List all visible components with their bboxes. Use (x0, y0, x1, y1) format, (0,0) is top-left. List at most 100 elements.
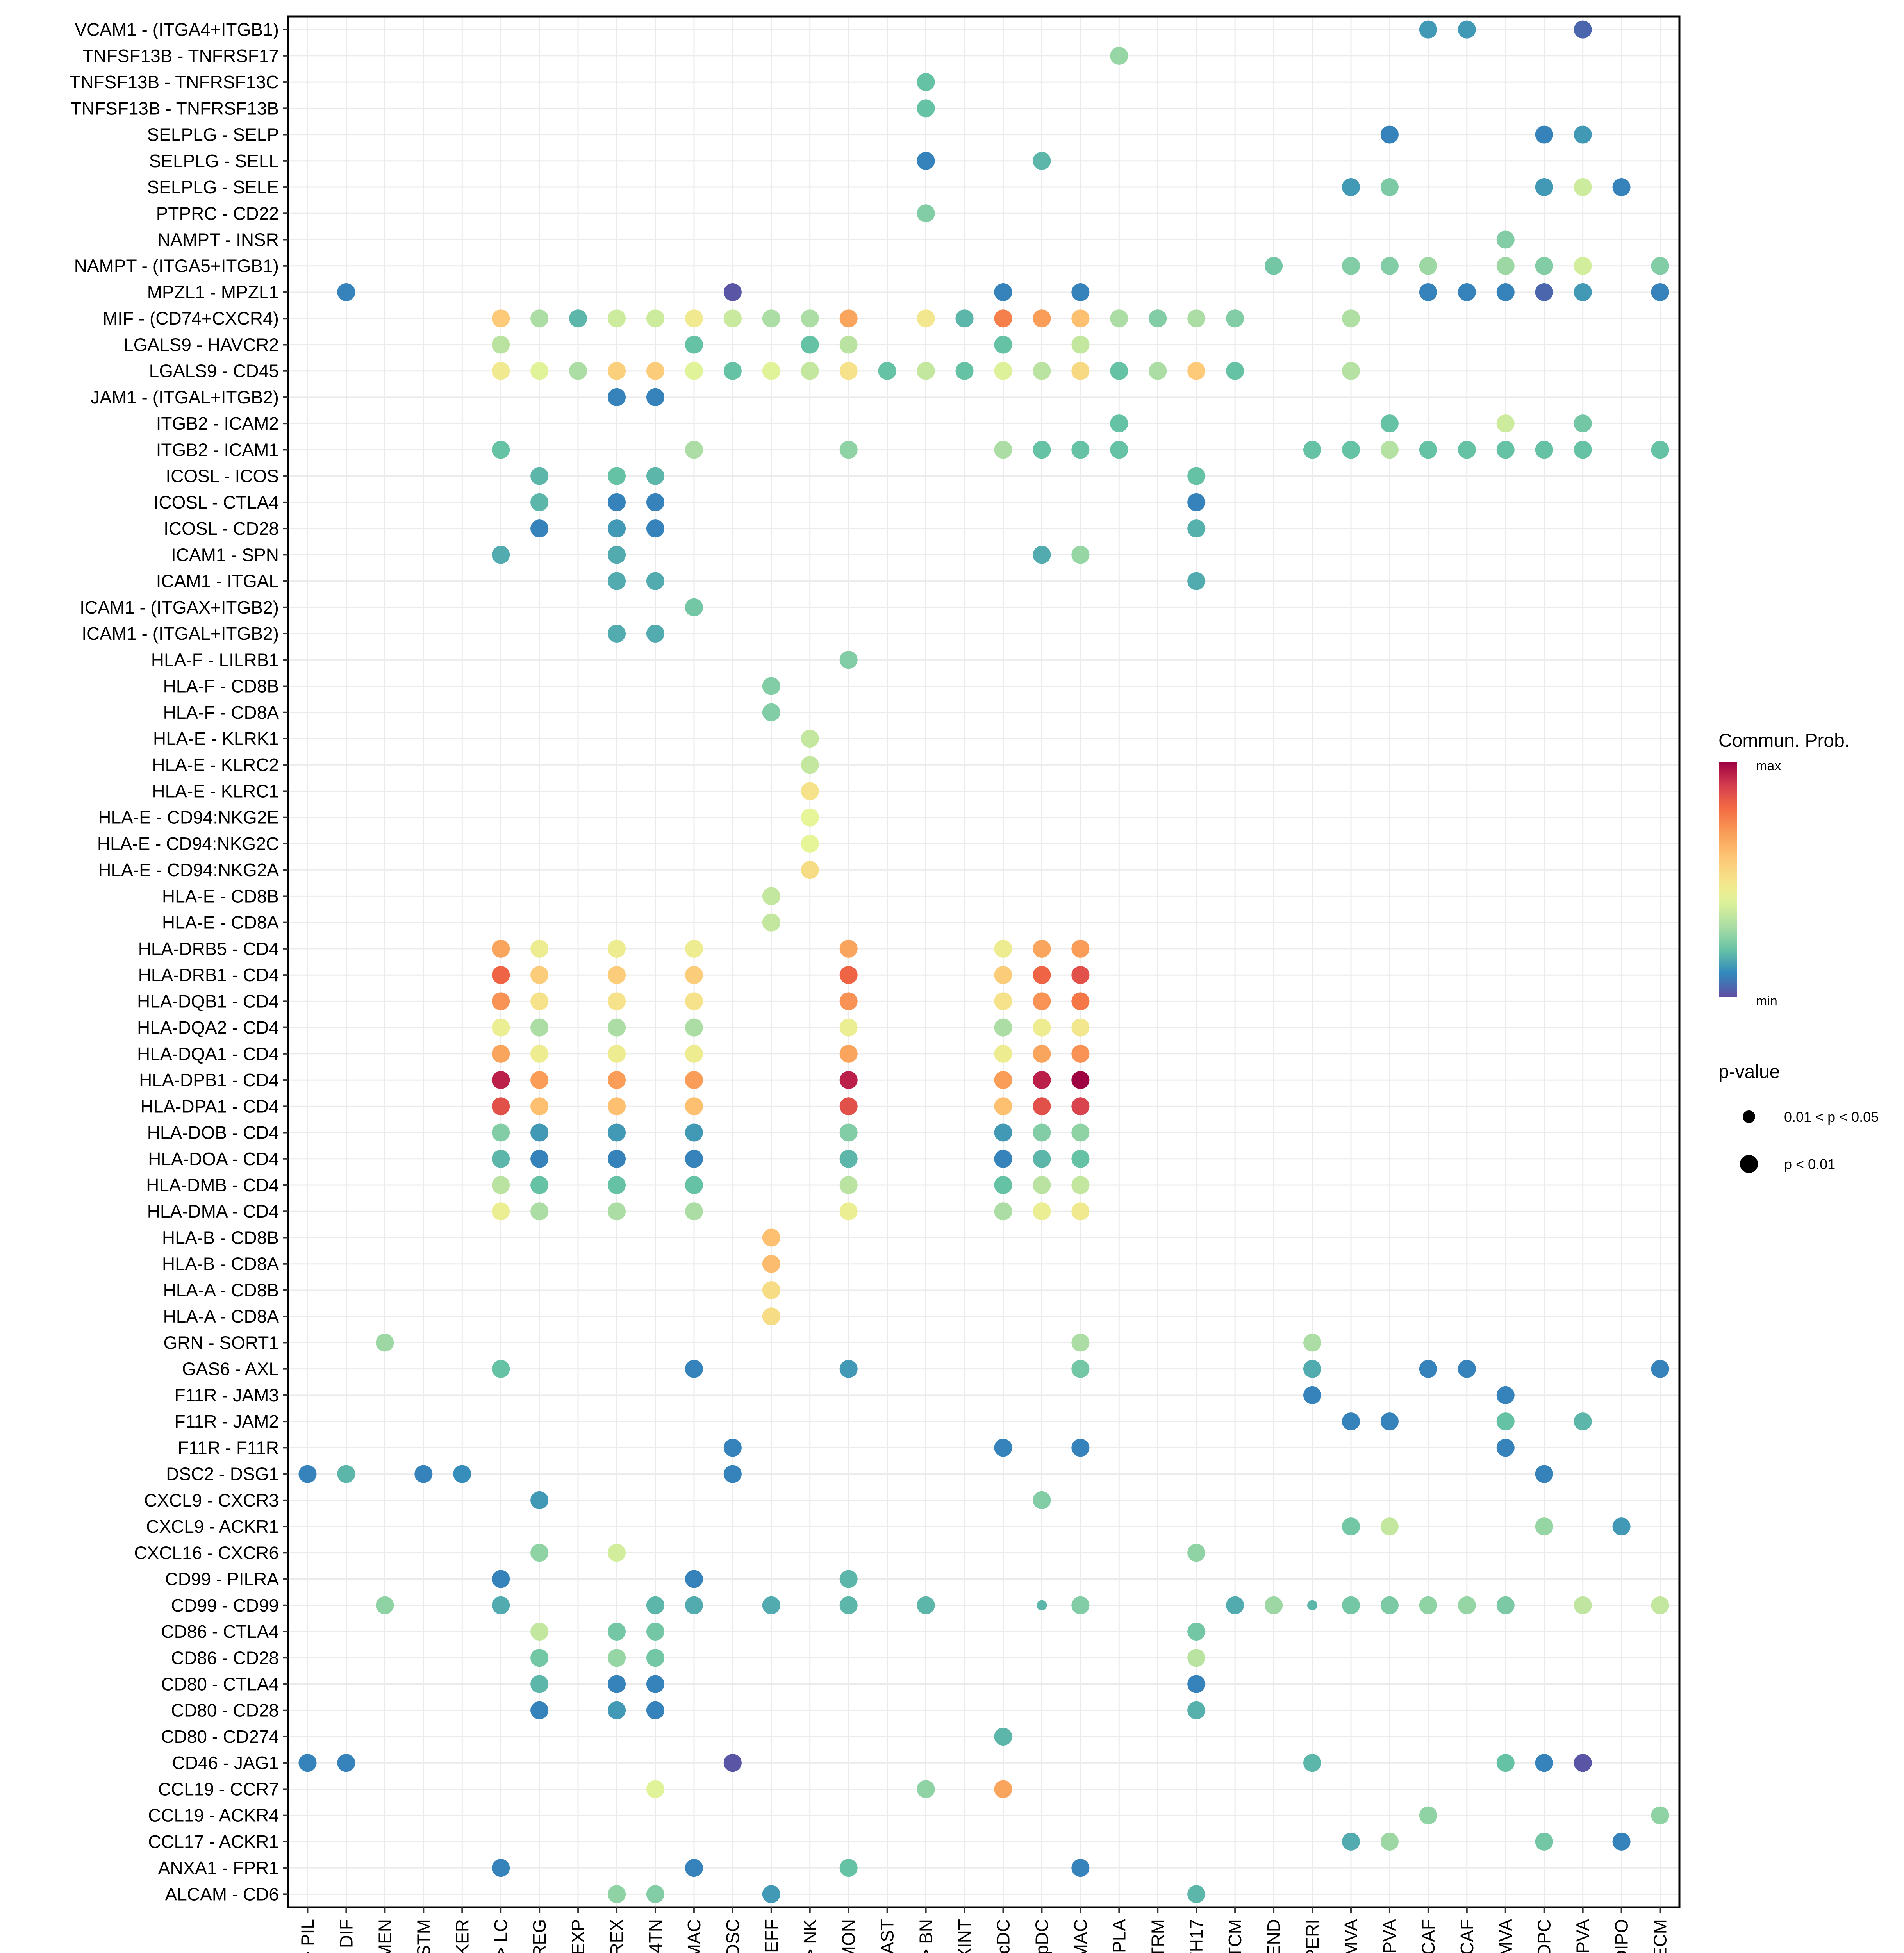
dot-point (608, 1123, 626, 1142)
dot-point (1071, 546, 1090, 564)
dot-point (1110, 414, 1128, 433)
dot-point (646, 388, 664, 406)
dot-point (878, 362, 896, 380)
dot-point (1458, 441, 1476, 459)
dot-point (1033, 992, 1051, 1010)
dot-point (994, 1439, 1012, 1457)
dot-point (685, 939, 703, 958)
y-tick-label: MPZL1 - MPZL1 (147, 282, 279, 302)
y-tick-label: CXCL9 - ACKR1 (146, 1516, 279, 1537)
dot-point (685, 598, 703, 616)
dot-point (608, 1176, 626, 1194)
y-tick-label: F11R - F11R (178, 1437, 279, 1458)
size-legend-label-small: 0.01 < p < 0.05 (1784, 1109, 1879, 1125)
dot-point (839, 939, 858, 958)
dot-point (1071, 939, 1090, 958)
dot-layer (298, 20, 1669, 1903)
y-tick-label: MIF - (CD74+CXCR4) (103, 308, 279, 328)
x-tick-label: cDC -> PIL (297, 1919, 318, 1953)
dot-point (1496, 441, 1515, 459)
dot-point (337, 1754, 355, 1772)
x-tick-label: cDC -> MEN (375, 1919, 395, 1953)
y-tick-label: ICOSL - ICOS (166, 466, 279, 486)
y-tick-label: HLA-DOA - CD4 (148, 1149, 279, 1169)
dot-point (646, 625, 664, 643)
dot-point (839, 1018, 858, 1037)
dot-point (994, 939, 1012, 958)
dot-point (723, 309, 742, 328)
dot-point (492, 441, 510, 459)
size-legend-label-large: p < 0.01 (1784, 1156, 1835, 1172)
dot-point (530, 966, 549, 984)
x-tick-label: cDC -> PLA (1109, 1919, 1129, 1953)
colorbar (1719, 762, 1737, 997)
dot-point (1071, 1176, 1090, 1194)
dot-point (1187, 572, 1206, 590)
dot-point (685, 1859, 703, 1877)
dot-point (1380, 125, 1399, 144)
x-tick-label: cDC -> ICAF (1418, 1919, 1438, 1953)
dot-point (1380, 414, 1399, 433)
dot-point (608, 572, 626, 590)
dot-point (1496, 1386, 1515, 1404)
y-tick-label: HLA-DQB1 - CD4 (137, 991, 279, 1011)
colorbar-max-label: max (1756, 759, 1781, 773)
dot-point (839, 1596, 858, 1614)
y-tick-label: VCAM1 - (ITGA4+ITGB1) (75, 20, 279, 40)
dot-point (453, 1465, 471, 1483)
dot-point (646, 1780, 664, 1798)
x-tick-label: cDC -> pDC (1031, 1919, 1052, 1953)
dot-point (492, 1360, 510, 1378)
dot-point (685, 1360, 703, 1378)
y-tick-label: HLA-F - LILRB1 (151, 650, 279, 670)
dot-point (1187, 1623, 1206, 1641)
dot-point (1651, 1596, 1669, 1614)
x-tick-label: cDC -> LC (491, 1919, 511, 1953)
dot-point (839, 651, 858, 669)
dot-point (839, 362, 858, 380)
dot-point (839, 1123, 858, 1142)
dot-point (1033, 1176, 1051, 1194)
y-tick-label: TNFSF13B - TNFRSF13C (70, 72, 279, 92)
dot-point (1380, 1517, 1399, 1536)
dot-point (1574, 1754, 1592, 1772)
dot-point (646, 1675, 664, 1693)
dot-point (1496, 1412, 1515, 1431)
dot-point (839, 992, 858, 1010)
dot-point (1612, 178, 1631, 196)
dot-point (1071, 1859, 1090, 1877)
dot-point (608, 1544, 626, 1562)
dot-point (492, 1044, 510, 1063)
x-tick-label: cDC -> MDSC (723, 1919, 743, 1953)
dot-point (492, 992, 510, 1010)
y-tick-label: CCL19 - ACKR4 (148, 1805, 279, 1826)
dot-point (337, 1465, 355, 1483)
dot-point (1187, 467, 1206, 485)
dot-point (1419, 257, 1437, 275)
dot-point (608, 546, 626, 564)
dot-point (1612, 1832, 1631, 1851)
y-tick-label: SELPLG - SELE (147, 177, 279, 197)
dot-point (646, 572, 664, 590)
dot-point (1071, 1150, 1090, 1168)
dot-point (685, 992, 703, 1010)
dot-point (1303, 1334, 1322, 1352)
y-tick-label: JAM1 - (ITGAL+ITGB2) (91, 387, 279, 407)
dot-point (685, 1570, 703, 1588)
y-tick-label: HLA-DMA - CD4 (147, 1201, 279, 1221)
y-tick-label: HLA-B - CD8A (162, 1254, 279, 1274)
dot-point (646, 467, 664, 485)
dot-point (608, 625, 626, 643)
x-tick-label: cDC -> cDC (993, 1919, 1013, 1953)
dot-point (1033, 1491, 1051, 1509)
dot-point (569, 362, 587, 380)
dot-point (1071, 336, 1090, 354)
size-legend-key-large (1740, 1155, 1758, 1173)
dot-point (1496, 230, 1515, 249)
y-tick-label: CD80 - CTLA4 (161, 1674, 279, 1694)
dot-point (1535, 1754, 1553, 1772)
y-tick-label: NAMPT - INSR (157, 230, 279, 250)
dot-point (646, 1701, 664, 1719)
dot-point (1419, 1596, 1437, 1614)
dot-point (1496, 283, 1515, 301)
